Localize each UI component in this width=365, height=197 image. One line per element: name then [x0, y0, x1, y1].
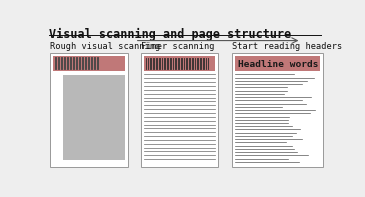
- Text: Headline words: Headline words: [238, 59, 318, 69]
- Bar: [235, 56, 320, 71]
- Bar: [53, 56, 125, 71]
- Bar: [50, 53, 128, 167]
- Bar: [141, 53, 218, 167]
- Text: Start reading headers: Start reading headers: [232, 42, 342, 51]
- Bar: [63, 75, 125, 160]
- Bar: [144, 56, 215, 71]
- Bar: [232, 53, 323, 167]
- Text: Rough visual scanning: Rough visual scanning: [50, 42, 161, 51]
- Text: Visual scanning and page structure: Visual scanning and page structure: [49, 28, 291, 41]
- Text: Finer scanning: Finer scanning: [141, 42, 215, 51]
